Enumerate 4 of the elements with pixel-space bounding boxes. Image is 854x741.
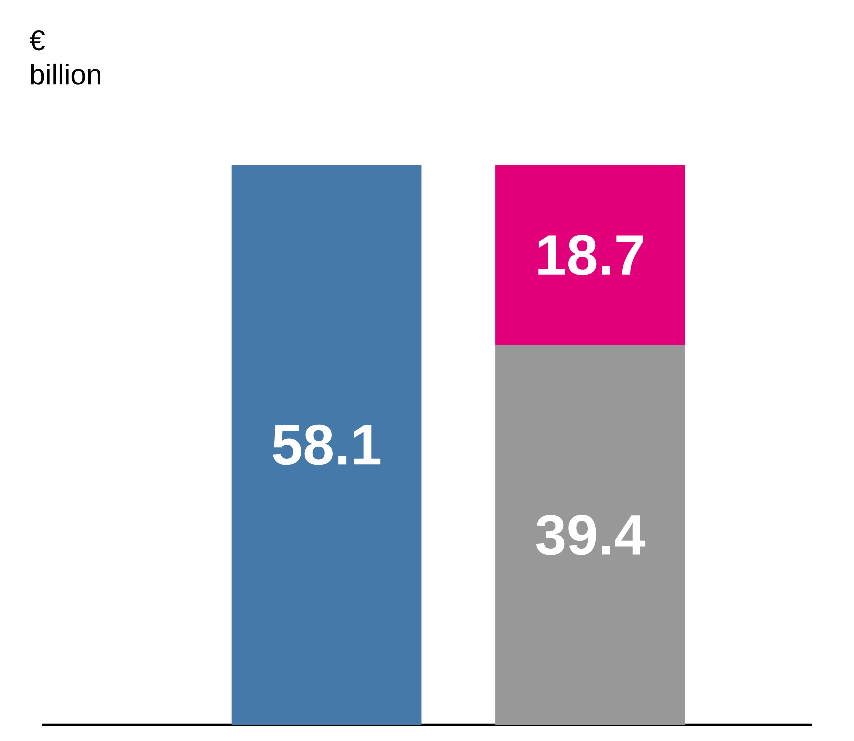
data-label: 18.7 bbox=[538, 235, 644, 276]
data-label: 39.4 bbox=[536, 514, 646, 556]
data-label: 58.1 bbox=[273, 424, 381, 466]
y-axis-title: € billion bbox=[30, 30, 100, 85]
